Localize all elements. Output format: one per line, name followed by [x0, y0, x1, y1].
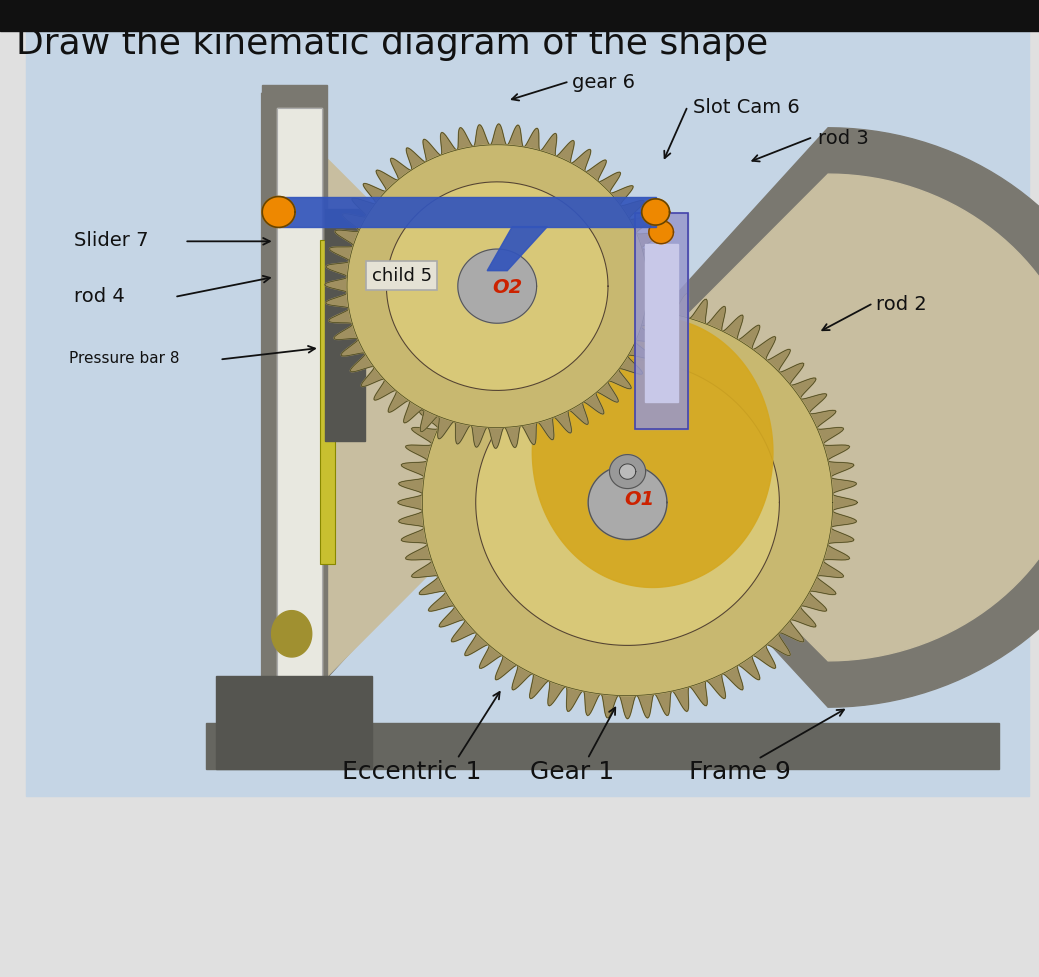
Text: Pressure bar 8: Pressure bar 8	[69, 351, 180, 366]
Polygon shape	[285, 117, 1039, 719]
Polygon shape	[487, 228, 548, 272]
Polygon shape	[262, 197, 295, 229]
Bar	[320, 240, 335, 565]
Polygon shape	[619, 464, 636, 480]
Polygon shape	[347, 146, 647, 428]
Text: gear 6: gear 6	[572, 73, 636, 92]
Polygon shape	[648, 221, 673, 244]
Text: rod 3: rod 3	[818, 128, 869, 148]
Polygon shape	[610, 455, 645, 489]
Bar	[0, 0, 1039, 32]
Polygon shape	[276, 109, 322, 719]
Text: O1: O1	[624, 489, 655, 509]
Bar	[635, 214, 688, 430]
Bar	[635, 214, 688, 430]
Polygon shape	[278, 198, 656, 228]
Polygon shape	[458, 250, 536, 324]
Bar	[216, 677, 372, 769]
Polygon shape	[271, 611, 312, 658]
Text: rod 4: rod 4	[74, 286, 125, 306]
Polygon shape	[325, 125, 669, 448]
Text: Gear 1: Gear 1	[530, 759, 614, 784]
Polygon shape	[262, 86, 326, 727]
Text: Slider 7: Slider 7	[74, 231, 149, 250]
Text: child 5: child 5	[372, 267, 432, 285]
Bar	[0, 24, 1039, 32]
Polygon shape	[423, 310, 833, 696]
Bar	[26, 24, 1029, 796]
Bar	[325, 210, 365, 442]
Polygon shape	[398, 287, 857, 719]
Text: O2: O2	[492, 277, 523, 296]
Polygon shape	[207, 723, 998, 769]
Text: rod 2: rod 2	[876, 294, 927, 314]
Polygon shape	[588, 466, 667, 540]
Polygon shape	[387, 183, 608, 391]
Bar	[644, 244, 677, 403]
Bar	[276, 109, 322, 719]
Polygon shape	[262, 94, 1039, 750]
Text: Slot Cam 6: Slot Cam 6	[693, 98, 799, 116]
Text: Frame 9: Frame 9	[689, 759, 791, 784]
Polygon shape	[532, 318, 773, 588]
Polygon shape	[476, 361, 779, 646]
Text: Eccentric 1: Eccentric 1	[342, 759, 482, 784]
Polygon shape	[642, 199, 669, 226]
Text: Draw the kinematic diagram of the shape: Draw the kinematic diagram of the shape	[16, 27, 768, 61]
